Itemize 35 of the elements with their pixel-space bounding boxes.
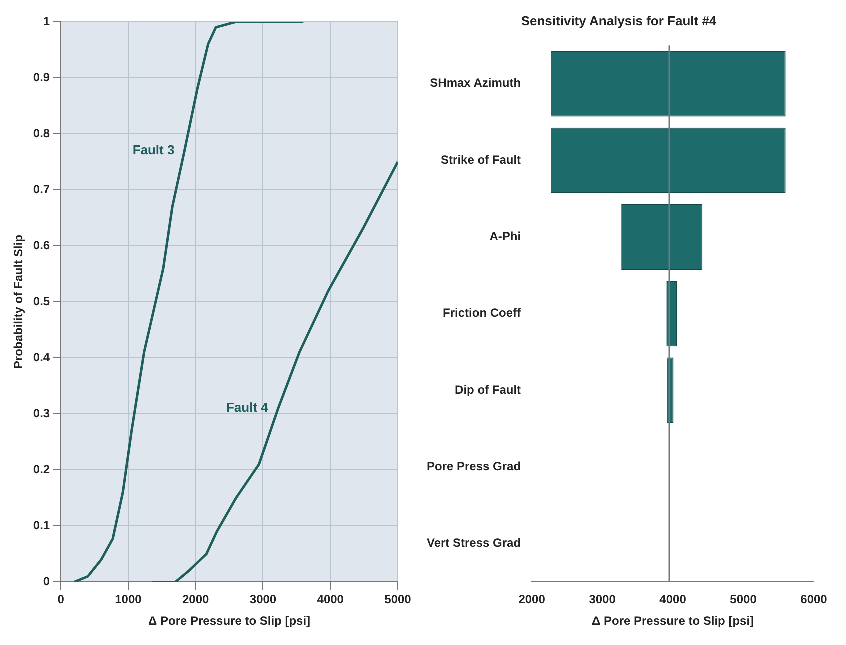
y-tick-label: Pore Press Grad [426,460,522,474]
x-axis-title: Δ Pore Pressure to Slip [psi] [592,614,754,628]
y-tick-label: 0.6 [33,238,50,252]
x-tick-label: 4000 [660,592,687,607]
y-tick-label: 0.4 [33,350,50,364]
series-label: Fault 3 [132,142,175,158]
y-tick-label: 0.5 [33,294,50,308]
x-tick-label: 5000 [730,592,758,607]
y-tick-label: 0.8 [33,126,50,140]
y-tick-label: 0.1 [33,518,50,532]
y-tick-label: 0.7 [33,182,50,196]
x-tick-label: 5000 [384,592,412,607]
y-axis-title: Probability of Fault Slip [12,235,26,370]
y-tick-label: 0.3 [33,406,50,420]
x-tick-label: 3000 [250,592,277,607]
y-tick-label: SHmax Azimuth [430,76,522,90]
x-tick-label: 0 [58,592,65,607]
x-tick-label: 6000 [800,592,828,607]
x-axis-title: Δ Pore Pressure to Slip [psi] [148,614,311,628]
x-tick-label: 3000 [589,592,616,607]
y-tick-label: Friction Coeff [443,306,522,320]
y-tick-label: Strike of Fault [441,152,522,167]
y-tick-label: Vert Stress Grad [426,536,522,550]
y-tick-label: Dip of Fault [455,382,522,397]
x-tick-label: 4000 [317,592,344,607]
y-tick-label: A-Phi [490,230,522,244]
y-tick-label: 1 [43,14,50,28]
x-tick-label: 1000 [115,592,142,607]
chart-title: Sensitivity Analysis for Fault #4 [521,13,718,28]
series-label: Fault 4 [226,400,270,416]
x-tick-label: 2000 [518,592,546,607]
x-tick-label: 2000 [182,592,210,607]
y-tick-label: 0.9 [33,70,50,84]
y-tick-label: 0 [43,574,50,589]
y-tick-label: 0.2 [33,462,50,476]
